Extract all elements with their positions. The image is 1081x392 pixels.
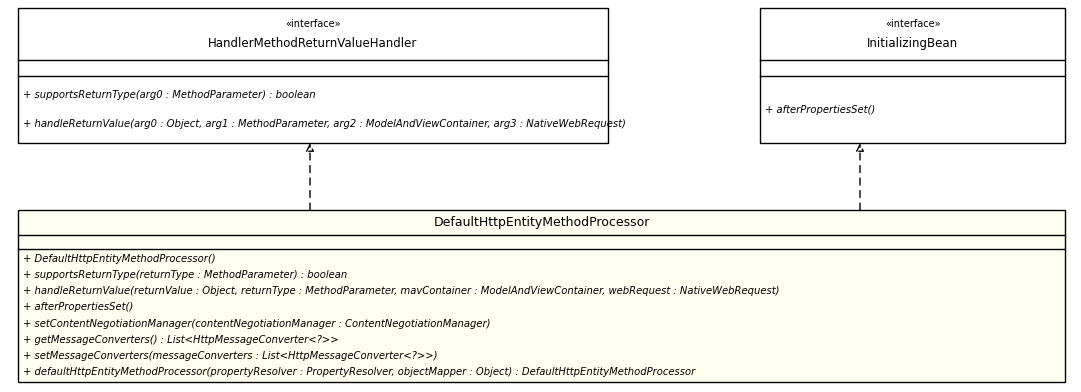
Text: «interface»: «interface» xyxy=(884,18,940,29)
Text: + afterPropertiesSet(): + afterPropertiesSet() xyxy=(765,105,876,114)
Text: + afterPropertiesSet(): + afterPropertiesSet() xyxy=(23,303,133,312)
Text: DefaultHttpEntityMethodProcessor: DefaultHttpEntityMethodProcessor xyxy=(433,216,650,229)
Text: + defaultHttpEntityMethodProcessor(propertyResolver : PropertyResolver, objectMa: + defaultHttpEntityMethodProcessor(prope… xyxy=(23,367,695,377)
Text: + setMessageConverters(messageConverters : List<HttpMessageConverter<?>>): + setMessageConverters(messageConverters… xyxy=(23,350,438,361)
Bar xyxy=(18,8,608,143)
Text: + getMessageConverters() : List<HttpMessageConverter<?>>: + getMessageConverters() : List<HttpMess… xyxy=(23,334,338,345)
Text: InitializingBean: InitializingBean xyxy=(867,37,958,50)
Text: + handleReturnValue(returnValue : Object, returnType : MethodParameter, mavConta: + handleReturnValue(returnValue : Object… xyxy=(23,287,779,296)
Text: HandlerMethodReturnValueHandler: HandlerMethodReturnValueHandler xyxy=(209,37,417,50)
Bar xyxy=(760,8,1065,143)
Text: «interface»: «interface» xyxy=(285,18,341,29)
Text: + setContentNegotiationManager(contentNegotiationManager : ContentNegotiationMan: + setContentNegotiationManager(contentNe… xyxy=(23,319,491,328)
Text: + supportsReturnType(arg0 : MethodParameter) : boolean: + supportsReturnType(arg0 : MethodParame… xyxy=(23,90,316,100)
Text: + supportsReturnType(returnType : MethodParameter) : boolean: + supportsReturnType(returnType : Method… xyxy=(23,270,347,280)
Text: + DefaultHttpEntityMethodProcessor(): + DefaultHttpEntityMethodProcessor() xyxy=(23,254,215,265)
Text: + handleReturnValue(arg0 : Object, arg1 : MethodParameter, arg2 : ModelAndViewCo: + handleReturnValue(arg0 : Object, arg1 … xyxy=(23,119,626,129)
Bar xyxy=(18,210,1065,382)
